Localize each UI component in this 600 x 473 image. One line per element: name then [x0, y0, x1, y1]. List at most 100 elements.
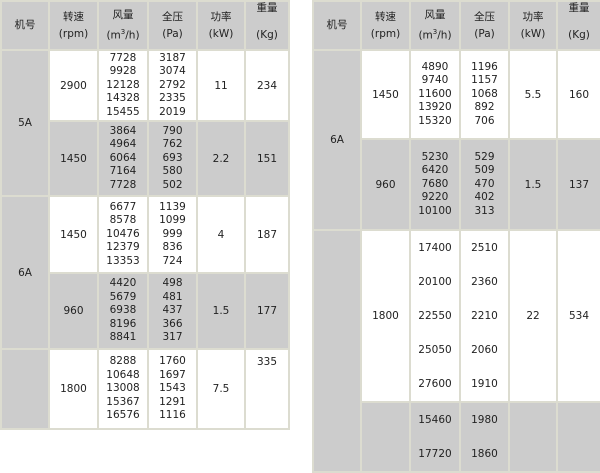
header-flow-label: 风量	[424, 8, 446, 21]
flow-value: 15320	[418, 114, 452, 127]
flow-value: 10648	[106, 368, 140, 381]
flow-value: 9220	[421, 191, 449, 204]
header-power-unit: (kW)	[208, 27, 234, 40]
pressure-value: 790	[162, 124, 183, 137]
flow-value: 7728	[109, 178, 137, 191]
weight-cell: 160	[556, 49, 600, 140]
weight-cell: 534	[556, 229, 600, 403]
flow-value: 15367	[106, 395, 140, 408]
flow-value: 7728	[109, 51, 137, 64]
flow-cell: 4890 9740 11600 13920 15320	[409, 49, 461, 140]
flow-value: 7680	[421, 177, 449, 190]
flow-value: 5230	[421, 150, 449, 163]
pressure-value: 1157	[471, 74, 498, 87]
header-power-label: 功率	[522, 10, 544, 23]
power-cell: 4	[196, 195, 246, 274]
weight-cell: 335	[244, 348, 290, 430]
pressure-value: 724	[162, 254, 183, 267]
pressure-value: 1910	[471, 378, 498, 390]
flow-value: 4890	[421, 60, 449, 73]
header-speed-unit: (rpm)	[58, 27, 89, 40]
pressure-value: 470	[474, 177, 495, 190]
flow-value: 15455	[106, 105, 140, 118]
unit-suffix: /h)	[437, 29, 452, 42]
flow-value: 9740	[421, 74, 449, 87]
header-flow-label: 风量	[112, 8, 134, 21]
table-row: 6A 1450 4890 9740 11600 13920 15320 1196 1157 106…	[312, 49, 600, 231]
table-row: 6A 1450 6677 8578 10476 12379 13353 1139 1099 999…	[0, 195, 290, 350]
flow-cell: 4420 5679 6938 8196 8841	[97, 272, 149, 350]
pressure-value: 1291	[159, 395, 186, 408]
weight-cell	[556, 401, 600, 473]
power-cell: 5.5	[508, 49, 558, 140]
flow-value: 6677	[109, 200, 137, 213]
pressure-value: 502	[162, 178, 183, 191]
header-weight-unit: (Kg)	[256, 28, 278, 41]
flow-value: 10100	[418, 204, 452, 217]
header-power: 功率 (kW)	[196, 0, 246, 51]
flow-value: 13008	[106, 382, 140, 395]
header-row: 机号 转速 (rpm) 风量 (m3/h) 全压 (Pa) 功率 (kW) 重量 (Kg)	[312, 0, 600, 51]
pressure-value: 762	[162, 138, 183, 151]
flow-value: 11600	[418, 87, 452, 100]
pressure-value: 437	[162, 304, 183, 317]
pressure-cell: 1980 1860	[459, 401, 510, 473]
speed-cell: 1450	[48, 120, 99, 197]
speed-cell: 1450	[360, 49, 411, 140]
unit-prefix: (m	[418, 29, 433, 42]
flow-value: 15460	[418, 414, 452, 426]
flow-value: 8578	[109, 214, 137, 227]
power-cell	[508, 401, 558, 473]
pressure-value: 1980	[471, 414, 498, 426]
flow-value: 17400	[418, 242, 452, 254]
pressure-value: 2792	[159, 78, 186, 91]
pressure-value: 2510	[471, 242, 498, 254]
table-row: 1800 17400 20100 22550 25050 27600 2510 2360 221…	[312, 229, 600, 473]
model-cell	[0, 348, 50, 430]
flow-value: 13353	[106, 254, 140, 267]
pressure-value: 317	[162, 331, 183, 344]
flow-cell: 8288 10648 13008 15367 16576	[97, 348, 149, 430]
pressure-value: 3074	[159, 65, 186, 78]
speed-cell: 960	[48, 272, 99, 350]
flow-cell: 15460 17720	[409, 401, 461, 473]
speed-cell: 1800	[48, 348, 99, 430]
flow-value: 6420	[421, 164, 449, 177]
unit-superscript: 3	[432, 27, 438, 36]
header-flow: 风量 (m3/h)	[409, 0, 461, 51]
pressure-value: 999	[162, 227, 183, 240]
pressure-cell: 790 762 693 580 502	[147, 120, 198, 197]
header-pressure-label: 全压	[162, 10, 183, 23]
header-pressure-unit: (Pa)	[474, 27, 495, 40]
fan-spec-table-right: 机号 转速 (rpm) 风量 (m3/h) 全压 (Pa) 功率 (kW) 重量 (Kg) 6A 145…	[312, 0, 600, 473]
pressure-value: 836	[162, 241, 183, 254]
flow-value: 27600	[418, 378, 452, 390]
pressure-cell: 2510 2360 2210 2060 1910	[459, 229, 510, 403]
flow-cell: 7728 9928 12128 14328 15455	[97, 49, 149, 122]
header-pressure-label: 全压	[474, 10, 495, 23]
header-flow-unit: (m3/h)	[99, 24, 147, 45]
flow-value: 22550	[418, 310, 452, 322]
model-cell: 5A	[0, 49, 50, 197]
model-cell: 6A	[0, 195, 50, 350]
flow-value: 8841	[109, 331, 137, 344]
flow-value: 6938	[109, 304, 137, 317]
table-row: 1450 3864 4964 6064 7164 7728 790 762 693 580 502 2…	[1, 120, 290, 197]
table-row: 960 5230 6420 7680 9220 10100 529 509 470 402 313 1…	[313, 138, 600, 231]
power-cell: 11	[196, 49, 246, 122]
flow-value: 5679	[109, 290, 137, 303]
flow-value: 10476	[106, 227, 140, 240]
header-pressure: 全压 (Pa)	[459, 0, 510, 51]
table-row: 5A 2900 7728 9928 12128 14328 15455 3187 3074 279…	[0, 49, 290, 197]
pressure-value: 1116	[159, 409, 186, 422]
pressure-value: 1697	[159, 368, 186, 381]
header-model-label: 机号	[326, 19, 348, 31]
pressure-cell: 529 509 470 402 313	[459, 138, 510, 231]
header-weight-label: 重量	[568, 1, 590, 14]
pressure-cell: 1760 1697 1543 1291 1116	[147, 348, 198, 430]
fan-spec-table-left: 机号 转速 (rpm) 风量 (m3/h) 全压 (Pa) 功率 (kW) 重量 (Kg) 5A 290…	[0, 0, 290, 430]
pressure-value: 2335	[159, 92, 186, 105]
weight-cell: 234	[244, 49, 290, 122]
pressure-value: 892	[474, 101, 495, 114]
header-flow: 风量 (m3/h)	[97, 0, 149, 51]
